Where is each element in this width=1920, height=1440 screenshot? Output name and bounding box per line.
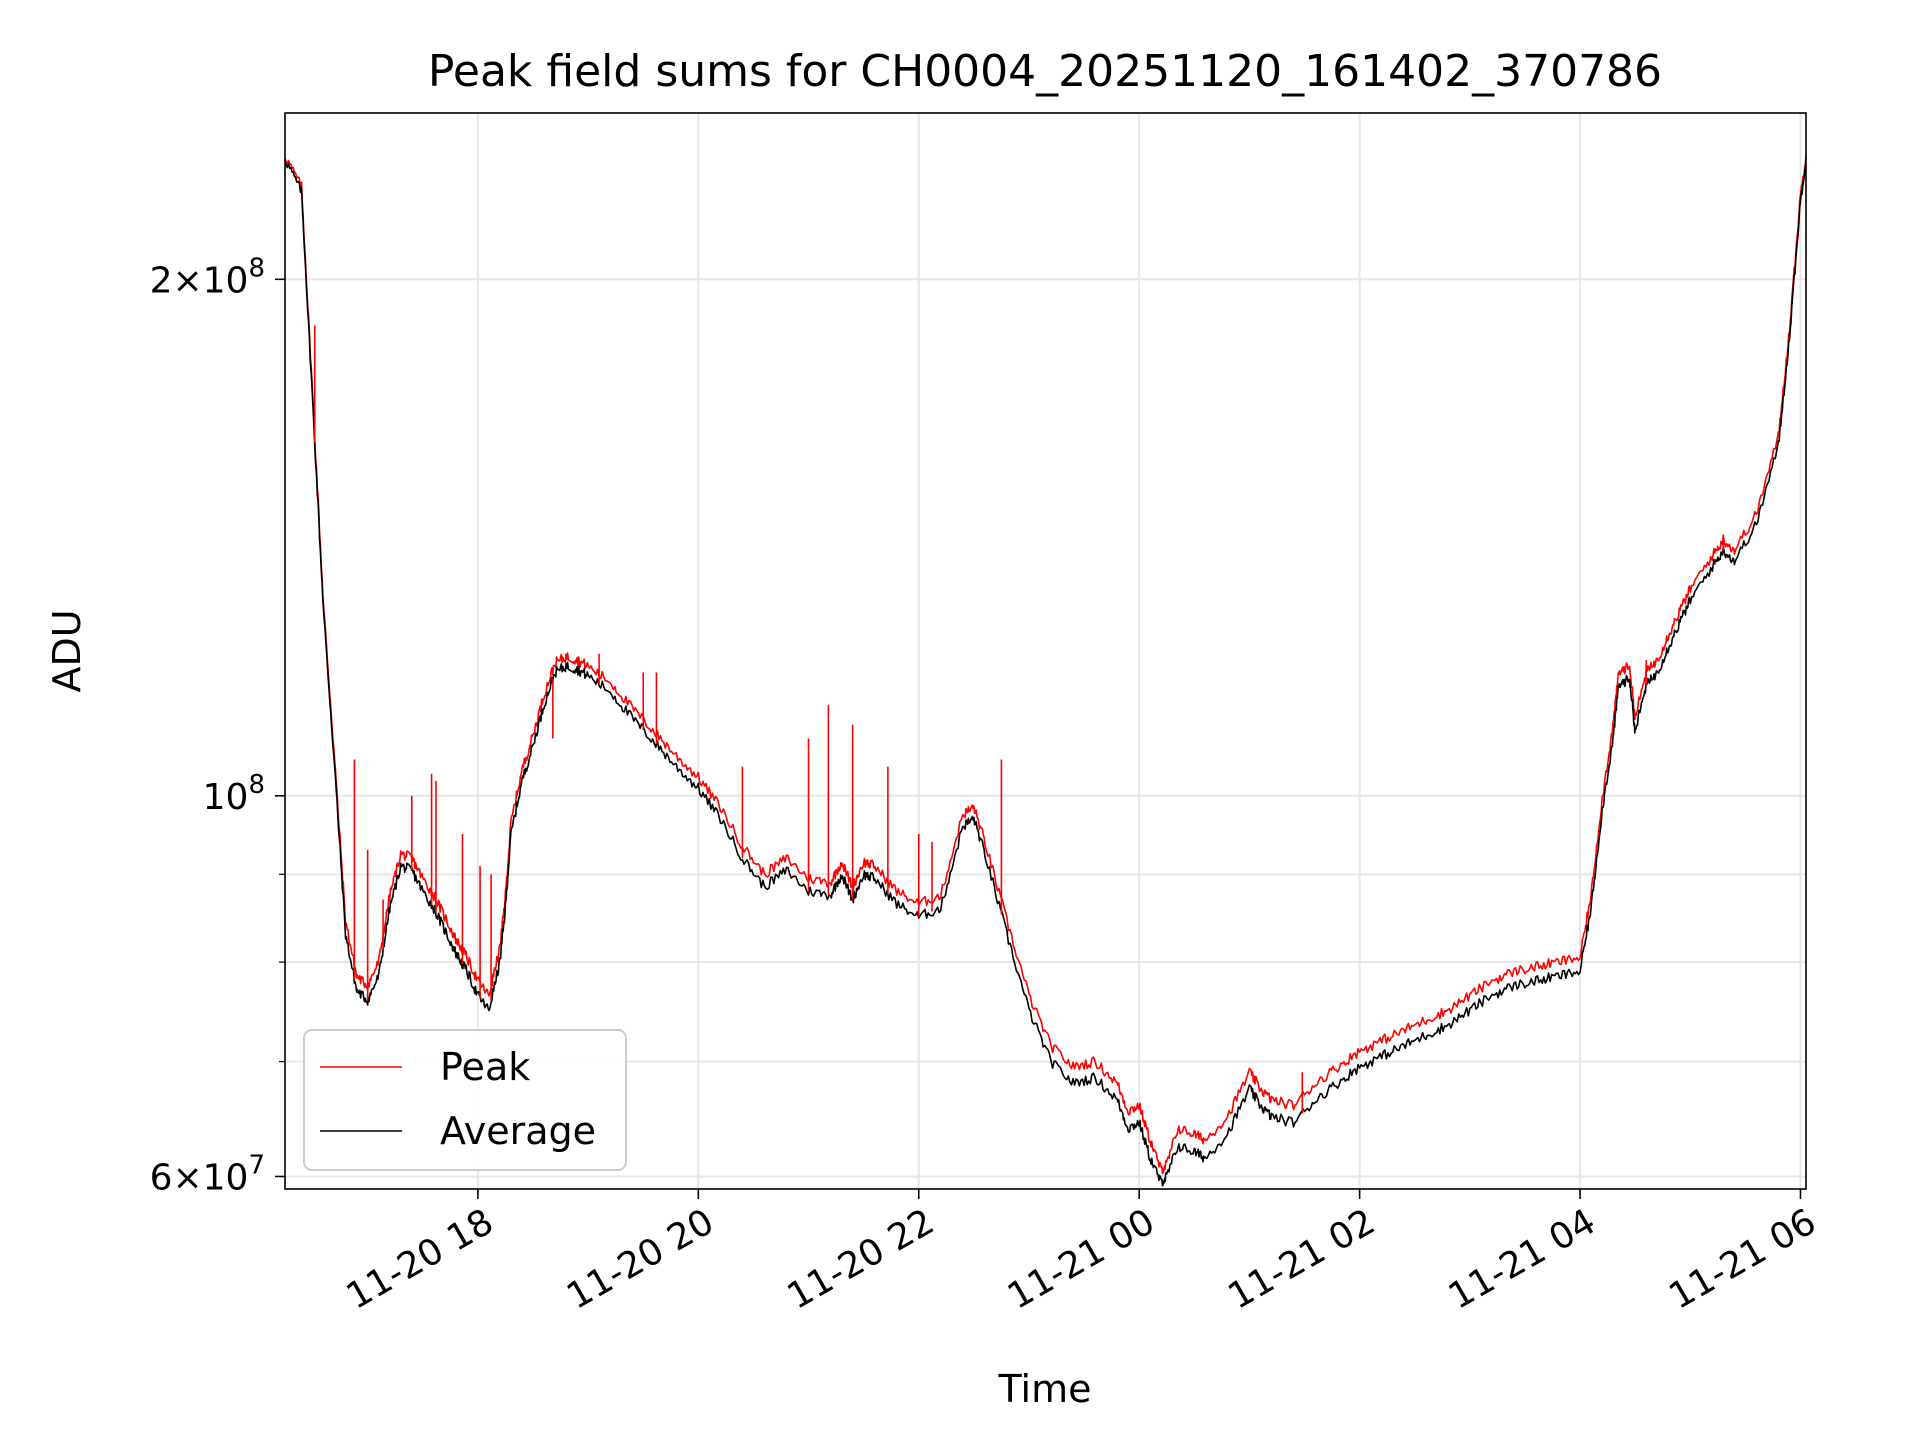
- peak-series-line: [285, 155, 1806, 1175]
- y-tick-label: 2×108: [150, 253, 265, 301]
- y-tick-label: 6×107: [150, 1150, 265, 1198]
- y-axis-ticks: 6×107 108 2×108: [150, 253, 285, 1198]
- plot-frame: [284, 112, 1807, 1190]
- legend-peak-label: Peak: [440, 1045, 530, 1089]
- chart-title: Peak field sums for CH0004_20251120_1614…: [428, 46, 1662, 97]
- average-series-line: [285, 159, 1806, 1187]
- legend: Peak Average: [303, 1029, 627, 1171]
- legend-box: [303, 1029, 627, 1171]
- y-tick-label: 108: [203, 770, 265, 818]
- legend-average-label: Average: [440, 1109, 596, 1153]
- y-axis-label: ADU: [45, 609, 89, 692]
- x-axis-label: Time: [998, 1367, 1092, 1411]
- series-layer: [285, 155, 1806, 1187]
